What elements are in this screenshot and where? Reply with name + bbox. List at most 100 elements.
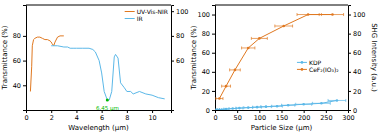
tick: 20 [348, 87, 361, 95]
x-axis: 050100150200250300 [213, 110, 354, 122]
tick: 40 [13, 82, 26, 90]
tick-mark [348, 110, 351, 111]
legend-label: UV-Vis-NIR [137, 8, 168, 15]
tick-label: 60 [13, 57, 21, 65]
tick-label: 0 [24, 114, 28, 122]
tick-label: 20 [202, 87, 210, 95]
error-bar [222, 85, 231, 88]
error-bar [297, 13, 319, 16]
tick-mark [152, 110, 153, 113]
tick-mark [171, 61, 174, 62]
tick-mark [348, 72, 351, 73]
tick: 50 [234, 110, 242, 122]
legend-swatch [125, 11, 135, 12]
point [276, 105, 279, 108]
point [320, 102, 323, 105]
y2-axis: 6080100 [171, 6, 188, 111]
y-axis-title: Transmittance (%) [1, 25, 9, 90]
legend: UV-Vis-NIRIR [125, 8, 168, 22]
error-bar [253, 106, 262, 109]
tick: 40 [202, 68, 215, 76]
error-bar [296, 103, 312, 106]
point [225, 108, 228, 110]
legend-swatch [125, 18, 135, 19]
plot-area [30, 36, 164, 102]
error-bar [328, 99, 346, 102]
line [30, 36, 63, 92]
point [247, 47, 250, 50]
frame [26, 5, 171, 6]
axis-line [172, 6, 175, 111]
point [287, 104, 290, 107]
panel: 02468104060806080100Wavelength (μm)Trans… [1, 5, 188, 132]
tick: 20 [202, 87, 215, 95]
tick-label: 50 [234, 114, 242, 122]
point [265, 105, 268, 108]
tick: 250 [320, 110, 332, 122]
error-bar [321, 13, 343, 16]
legend-item: CeF₂(IO₃)₂ [297, 66, 339, 73]
error-bar [224, 108, 228, 110]
point [247, 106, 250, 109]
tick: 0 [206, 107, 215, 115]
y-axis: 020406080100 [198, 6, 216, 115]
point [258, 37, 261, 40]
tick-label: 300 [342, 114, 354, 122]
panel: 0501001502002503000204060801000204060801… [190, 5, 378, 132]
tick-label: 80 [13, 32, 21, 40]
legend: KDPCeF₂(IO₃)₂ [297, 59, 339, 73]
point [302, 103, 305, 106]
error-bar [229, 107, 236, 110]
tick-mark [348, 34, 351, 35]
axis-line [23, 6, 27, 111]
point [218, 97, 221, 100]
tick-label: 40 [13, 82, 21, 90]
tick: 60 [171, 57, 184, 65]
point [225, 85, 228, 88]
tick: 60 [13, 57, 26, 65]
tick: 80 [202, 30, 215, 38]
tick: 0 [348, 107, 357, 115]
error-bar [261, 105, 272, 108]
tick-mark [23, 36, 26, 37]
point [231, 107, 234, 110]
axis-line [349, 6, 352, 111]
tick: 10 [148, 110, 156, 122]
plot-area [215, 13, 346, 110]
tick-mark [282, 110, 283, 113]
tick-label: 10 [148, 114, 156, 122]
tick-mark [171, 11, 174, 12]
tick-label: 0 [206, 107, 210, 115]
tick-label: 100 [353, 11, 365, 19]
tick-mark [348, 15, 351, 16]
tick: 100 [348, 11, 365, 19]
tick: 40 [348, 68, 361, 76]
legend-swatch [297, 62, 307, 63]
tick-label: 250 [320, 114, 332, 122]
y-axis: 40 60 80 [13, 6, 27, 111]
tick-label: 60 [176, 57, 184, 65]
tick-mark [348, 53, 351, 54]
error-bar [282, 104, 295, 107]
x-axis: 0246810 [24, 110, 171, 122]
tick-label: 40 [353, 68, 361, 76]
tick: 200 [298, 110, 310, 122]
error-bar [230, 68, 241, 71]
tick-label: 60 [353, 49, 361, 57]
y-axis-title: Transmittance (%) [190, 25, 198, 90]
tick-mark [212, 91, 215, 92]
tick-label: 8 [125, 114, 129, 122]
tick-label: 200 [298, 114, 310, 122]
tick-label: 4 [75, 114, 79, 122]
tick-mark [237, 110, 238, 113]
tick-label: 40 [202, 68, 210, 76]
axis-line [212, 6, 216, 111]
tick: 60 [202, 49, 215, 57]
tick-mark [212, 72, 215, 73]
error-bar [313, 102, 331, 105]
error-bar [216, 97, 223, 100]
legend-label: IR [137, 15, 143, 22]
tick-label: 60 [202, 49, 210, 57]
tick: 100 [254, 110, 266, 122]
tick-mark [23, 61, 26, 62]
